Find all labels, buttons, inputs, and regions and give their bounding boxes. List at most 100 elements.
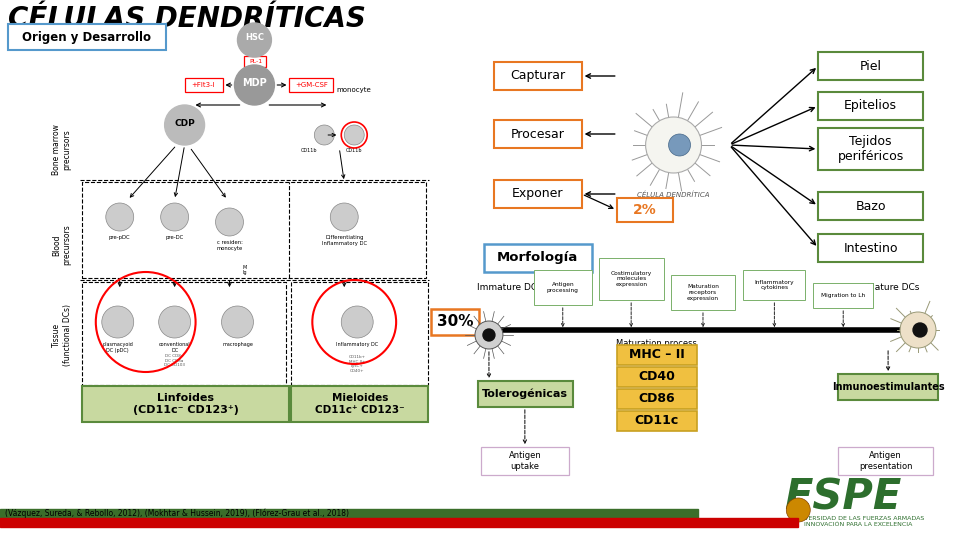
Text: Morfología: Morfología [497,252,579,265]
Bar [0,518,799,527]
Text: CÉLULA DENDRÍTICA: CÉLULA DENDRÍTICA [637,192,709,198]
Text: Antigen
processing: Antigen processing [547,282,579,293]
Text: Epitelios: Epitelios [844,99,898,112]
Circle shape [900,312,936,348]
FancyBboxPatch shape [616,411,697,431]
Text: Bazo: Bazo [855,199,886,213]
Text: ESPE: ESPE [784,477,901,519]
Text: +GM-CSF: +GM-CSF [295,82,327,88]
Text: plasmacyoid
DC (pDC): plasmacyoid DC (pDC) [103,342,133,353]
Text: M
Ig: M Ig [242,265,247,275]
Text: +Flt3-I: +Flt3-I [192,82,215,88]
FancyBboxPatch shape [813,283,874,308]
FancyBboxPatch shape [599,258,663,300]
Text: pre-DC: pre-DC [165,235,183,240]
Text: Procesar: Procesar [511,127,564,140]
Circle shape [475,321,503,349]
Text: Capturar: Capturar [511,70,565,83]
Text: CD86: CD86 [638,393,675,406]
FancyBboxPatch shape [82,386,289,422]
Text: Antigen
presentation: Antigen presentation [859,451,912,471]
Text: conventional
DC: conventional DC [158,342,190,353]
Text: Origen y Desarrollo: Origen y Desarrollo [22,30,152,44]
Circle shape [668,134,690,156]
Circle shape [483,329,495,341]
FancyBboxPatch shape [481,447,568,475]
Text: Antigen
uptake: Antigen uptake [509,451,541,471]
FancyBboxPatch shape [245,56,267,67]
FancyBboxPatch shape [534,270,591,305]
FancyBboxPatch shape [743,270,805,300]
Text: Inflammatory DC: Inflammatory DC [336,342,378,347]
Circle shape [646,117,702,173]
Circle shape [786,498,810,522]
FancyBboxPatch shape [184,78,223,92]
Text: Mieloides
CD11c⁺ CD123⁻: Mieloides CD11c⁺ CD123⁻ [315,393,404,415]
FancyBboxPatch shape [8,24,166,50]
Circle shape [314,125,334,145]
Circle shape [345,125,364,145]
FancyBboxPatch shape [82,182,426,278]
Text: Maturation process: Maturation process [616,340,697,348]
Text: MDP: MDP [242,78,267,88]
Text: 2%: 2% [633,203,657,217]
Circle shape [222,306,253,338]
Text: Mature DCs: Mature DCs [867,282,920,292]
Text: Exponer: Exponer [512,187,564,200]
Text: Costimulatory
molecules
expression: Costimulatory molecules expression [611,271,652,287]
FancyBboxPatch shape [818,192,923,220]
Text: Maturation
receptors
expression: Maturation receptors expression [687,284,719,301]
Text: Inflammatory
cytokines: Inflammatory cytokines [755,280,794,291]
Text: Blood
precursors: Blood precursors [52,225,72,265]
FancyBboxPatch shape [818,128,923,170]
Circle shape [160,203,188,231]
Text: DC CD8a
DC CD8a
DC CD103: DC CD8a DC CD8a DC CD103 [164,354,185,367]
Text: (Vázquez, Sureda, & Rebollo, 2012), (Mokhtar & Hussein, 2019), (Flórez-Grau et a: (Vázquez, Sureda, & Rebollo, 2012), (Mok… [5,508,349,518]
FancyBboxPatch shape [494,180,582,208]
Text: INNOVACIÓN PARA LA EXCELENCIA: INNOVACIÓN PARA LA EXCELENCIA [804,523,912,528]
Text: Intestino: Intestino [844,241,898,254]
Text: c residen:
monocyte: c residen: monocyte [216,240,243,251]
Text: Linfoides
(CD11c⁻ CD123⁺): Linfoides (CD11c⁻ CD123⁺) [132,393,238,415]
Circle shape [237,23,272,57]
Bar [0,509,699,518]
Text: pre-pDC: pre-pDC [108,235,131,240]
Text: Migration to Lh: Migration to Lh [821,293,865,298]
FancyBboxPatch shape [494,120,582,148]
Text: MHC – II: MHC – II [629,348,684,361]
Circle shape [330,203,358,231]
Text: Tolerogénicas: Tolerogénicas [482,389,568,399]
Circle shape [216,208,244,236]
FancyBboxPatch shape [431,309,479,335]
Circle shape [913,323,927,337]
FancyBboxPatch shape [818,52,923,80]
FancyBboxPatch shape [616,198,673,222]
Circle shape [234,65,275,105]
FancyBboxPatch shape [616,389,697,409]
Text: Differentiating
Inflammatory DC: Differentiating Inflammatory DC [322,235,367,246]
FancyBboxPatch shape [289,78,333,92]
Text: Immature DCs: Immature DCs [476,282,541,292]
FancyBboxPatch shape [670,275,735,310]
Circle shape [158,306,191,338]
FancyBboxPatch shape [818,92,923,120]
Text: Piel: Piel [859,59,881,72]
FancyBboxPatch shape [818,234,923,262]
Text: UNIVERSIDAD DE LAS FUERZAS ARMADAS: UNIVERSIDAD DE LAS FUERZAS ARMADAS [793,516,924,521]
Text: CD11b+
MHC II+
LysC+
CD40+: CD11b+ MHC II+ LysC+ CD40+ [348,355,366,373]
FancyBboxPatch shape [616,345,697,365]
Text: HSC: HSC [245,33,264,43]
Circle shape [165,105,204,145]
Text: macrophage: macrophage [222,342,252,347]
FancyBboxPatch shape [838,447,933,475]
Text: CÉLULAS DENDRÍTICAS: CÉLULAS DENDRÍTICAS [8,5,366,33]
Text: monocyte: monocyte [337,87,372,93]
Text: CD40: CD40 [638,370,675,383]
FancyBboxPatch shape [292,386,428,422]
FancyBboxPatch shape [494,62,582,90]
Text: Inmunoestimulantes: Inmunoestimulantes [831,382,945,392]
Text: CD11b: CD11b [346,147,363,152]
FancyBboxPatch shape [292,282,428,385]
Text: PL-1: PL-1 [249,59,262,64]
Circle shape [106,203,133,231]
